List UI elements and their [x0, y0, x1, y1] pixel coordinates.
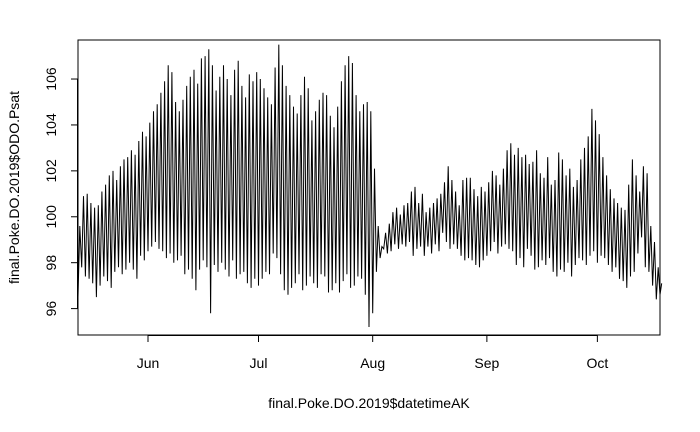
y-tick-label: 102 [43, 159, 59, 183]
y-tick-label: 100 [43, 205, 59, 229]
y-tick-label: 98 [43, 255, 59, 271]
x-tick-label: Oct [586, 355, 608, 371]
x-axis: Jun Jul Aug Sep Oct [137, 335, 608, 371]
x-axis-title: final.Poke.DO.2019$datetimeAK [268, 395, 470, 411]
x-tick-label: Aug [360, 355, 385, 371]
x-tick-label: Jul [250, 355, 268, 371]
y-tick-label: 104 [43, 113, 59, 137]
x-tick-label: Sep [474, 355, 499, 371]
y-tick-label: 96 [43, 301, 59, 317]
y-axis: 96 98 100 102 104 106 [43, 67, 78, 316]
y-axis-title: final.Poke.DO.2019$ODO.Psat [6, 91, 22, 284]
series-line [77, 44, 663, 328]
y-tick-label: 106 [43, 67, 59, 91]
x-tick-label: Jun [137, 355, 160, 371]
